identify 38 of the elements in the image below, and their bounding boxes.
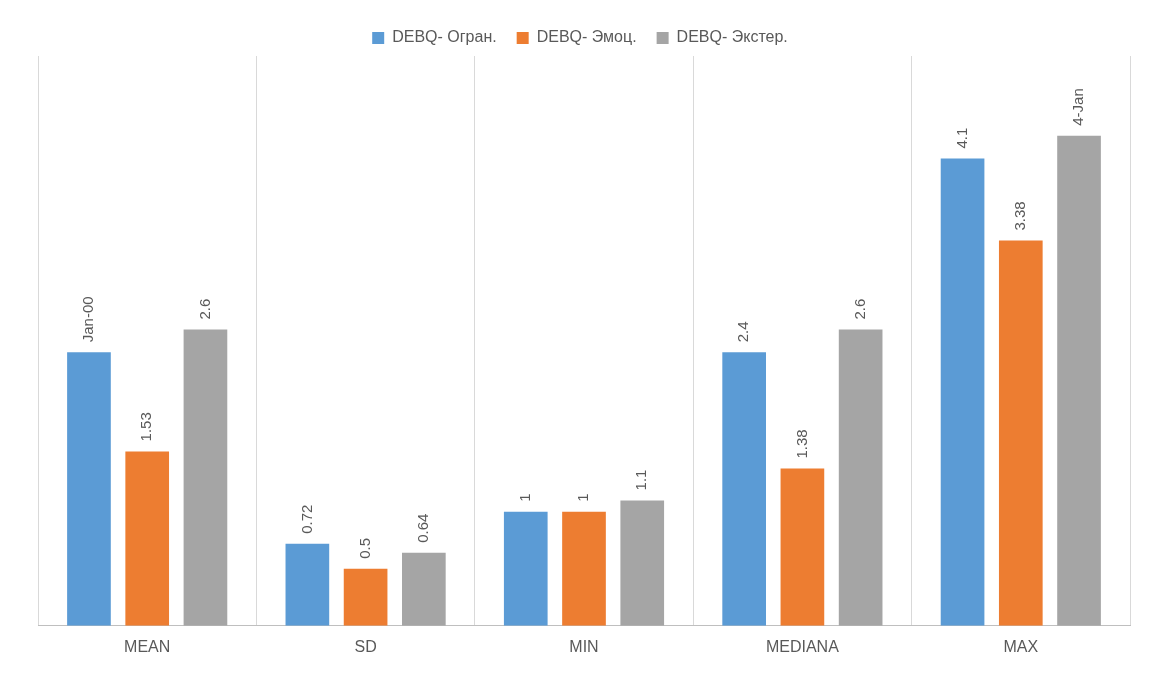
- data-label: 1: [574, 493, 592, 502]
- data-label: 0.64: [413, 513, 431, 543]
- bar: [620, 500, 665, 626]
- x-tick-label: MAX: [1003, 637, 1039, 655]
- bar: [183, 329, 228, 626]
- data-label: 0.72: [297, 504, 315, 534]
- legend-label: DEBQ- Экстер.: [676, 28, 788, 46]
- bar: [285, 543, 330, 626]
- legend-label: DEBQ- Эмоц.: [536, 28, 637, 46]
- bar: [343, 568, 388, 626]
- bar: [125, 451, 170, 626]
- data-label: 3.38: [1010, 201, 1028, 231]
- data-label: 2.4: [734, 321, 752, 343]
- bar: [562, 511, 606, 626]
- x-tick-label: MEDIANA: [765, 637, 840, 655]
- bar: [722, 352, 766, 626]
- bar: [1057, 135, 1101, 626]
- bar: [402, 552, 446, 626]
- bar: [503, 511, 548, 626]
- data-label: 2.6: [850, 298, 868, 320]
- data-label: 1.38: [792, 429, 810, 459]
- data-label: 1: [515, 493, 533, 502]
- bar: [838, 329, 883, 626]
- x-tick-label: MEAN: [124, 637, 171, 655]
- bar: [940, 158, 985, 626]
- x-tick-label: MIN: [569, 637, 599, 655]
- bar: [67, 352, 111, 626]
- x-tick-label: SD: [354, 637, 377, 655]
- data-label: 0.5: [355, 537, 373, 559]
- data-label: 1.1: [632, 469, 650, 491]
- legend-label: DEBQ- Огран.: [392, 28, 497, 46]
- data-label: 4.1: [952, 127, 970, 149]
- data-label: 2.6: [195, 298, 213, 320]
- bar: [998, 240, 1043, 626]
- data-label: 1.53: [137, 412, 155, 442]
- data-label: 4-Jan: [1069, 88, 1087, 126]
- data-label: Jan-00: [79, 296, 97, 343]
- bar: [780, 468, 825, 626]
